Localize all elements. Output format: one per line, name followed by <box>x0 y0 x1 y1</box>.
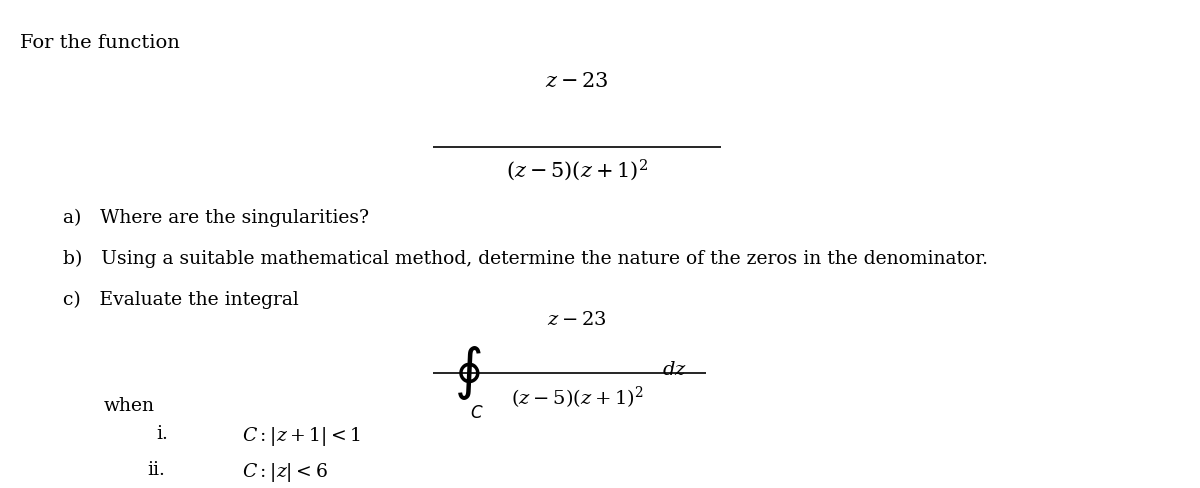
Text: $(z - 5)(z + 1)^2$: $(z - 5)(z + 1)^2$ <box>510 385 643 411</box>
Text: $z - 23$: $z - 23$ <box>545 72 608 91</box>
Text: when: when <box>104 397 155 415</box>
Text: For the function: For the function <box>19 34 180 52</box>
Text: a) Where are the singularities?: a) Where are the singularities? <box>64 209 370 227</box>
Text: $z - 23$: $z - 23$ <box>547 311 607 329</box>
Text: b) Using a suitable mathematical method, determine the nature of the zeros in th: b) Using a suitable mathematical method,… <box>64 250 989 268</box>
Text: $dz$: $dz$ <box>662 361 688 379</box>
Text: i.: i. <box>156 426 168 444</box>
Text: $C: |z| < 6$: $C: |z| < 6$ <box>242 461 328 484</box>
Text: c) Evaluate the integral: c) Evaluate the integral <box>64 291 299 309</box>
Text: $\oint$: $\oint$ <box>454 344 481 402</box>
Text: $C: |z + 1| < 1$: $C: |z + 1| < 1$ <box>242 426 361 448</box>
Text: $(z - 5)(z + 1)^2$: $(z - 5)(z + 1)^2$ <box>506 157 648 183</box>
Text: ii.: ii. <box>148 461 166 479</box>
Text: $C$: $C$ <box>469 405 484 422</box>
